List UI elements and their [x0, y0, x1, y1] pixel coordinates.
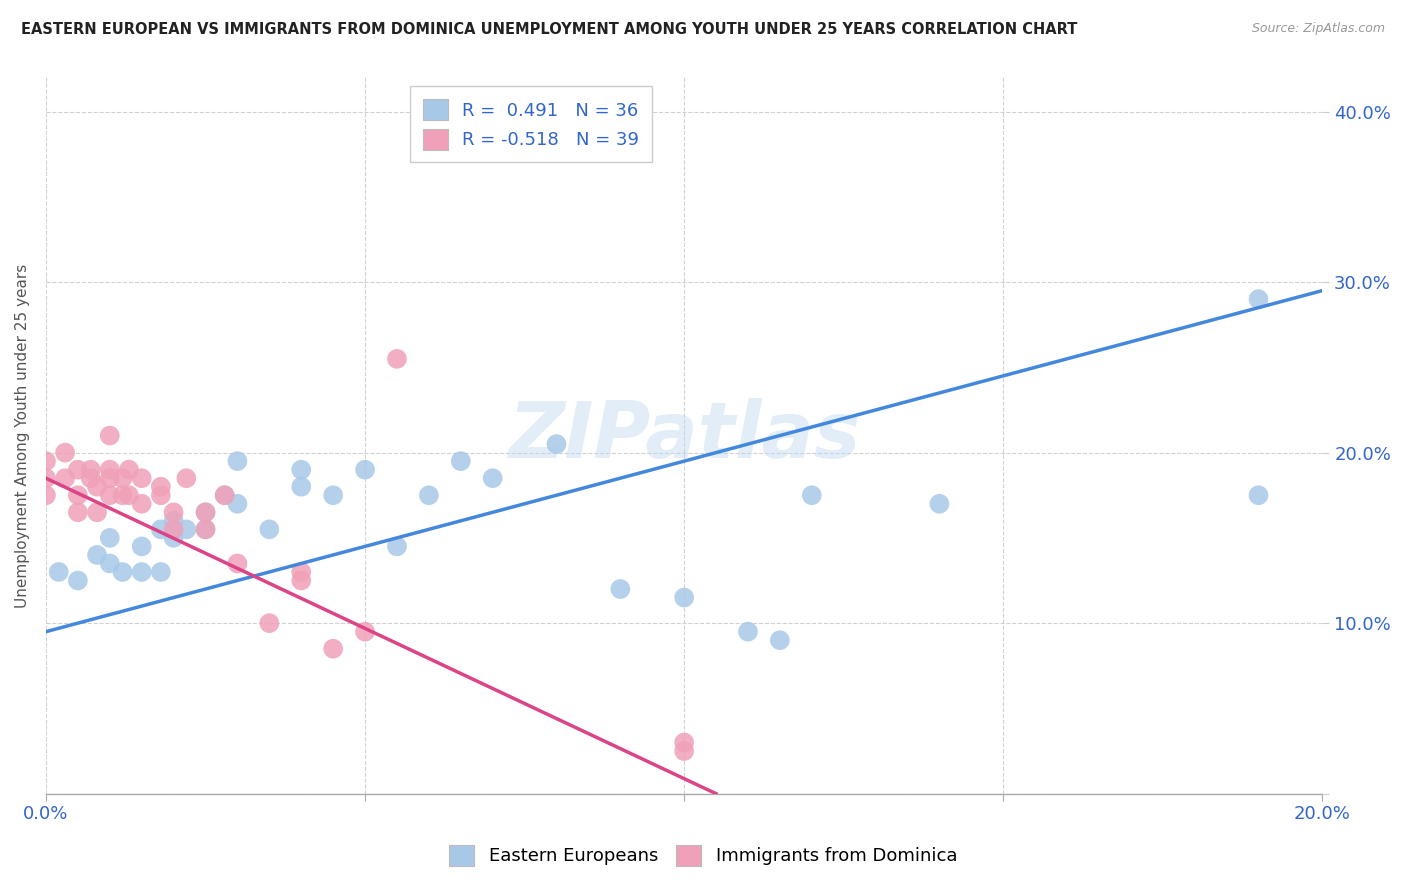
Point — [546, 437, 568, 451]
Point — [1247, 488, 1270, 502]
Legend: Eastern Europeans, Immigrants from Dominica: Eastern Europeans, Immigrants from Domin… — [436, 832, 970, 879]
Point — [66, 463, 89, 477]
Point — [176, 522, 198, 536]
Point — [226, 557, 249, 571]
Point — [354, 624, 377, 639]
Point — [131, 471, 153, 485]
Point — [1247, 292, 1270, 306]
Point — [481, 471, 503, 485]
Point — [149, 480, 172, 494]
Point — [149, 488, 172, 502]
Point — [131, 497, 153, 511]
Point — [53, 445, 76, 459]
Point — [35, 488, 58, 502]
Point — [800, 488, 823, 502]
Point — [226, 497, 249, 511]
Point — [162, 505, 184, 519]
Point — [290, 565, 312, 579]
Point — [118, 488, 141, 502]
Y-axis label: Unemployment Among Youth under 25 years: Unemployment Among Youth under 25 years — [15, 263, 30, 607]
Point — [226, 454, 249, 468]
Point — [79, 463, 101, 477]
Point — [53, 471, 76, 485]
Point — [322, 488, 344, 502]
Point — [66, 488, 89, 502]
Point — [176, 471, 198, 485]
Point — [322, 641, 344, 656]
Point — [418, 488, 440, 502]
Point — [86, 548, 108, 562]
Point — [194, 522, 217, 536]
Point — [162, 522, 184, 536]
Point — [35, 471, 58, 485]
Point — [214, 488, 236, 502]
Point — [149, 522, 172, 536]
Point — [66, 574, 89, 588]
Point — [259, 616, 281, 631]
Point — [98, 463, 121, 477]
Point — [149, 565, 172, 579]
Point — [79, 471, 101, 485]
Point — [769, 633, 792, 648]
Point — [259, 522, 281, 536]
Point — [290, 463, 312, 477]
Point — [450, 454, 472, 468]
Text: Source: ZipAtlas.com: Source: ZipAtlas.com — [1251, 22, 1385, 36]
Point — [194, 505, 217, 519]
Text: ZIPatlas: ZIPatlas — [508, 398, 860, 474]
Point — [111, 471, 134, 485]
Point — [86, 480, 108, 494]
Point — [111, 565, 134, 579]
Point — [673, 591, 696, 605]
Point — [35, 454, 58, 468]
Point — [98, 428, 121, 442]
Point — [131, 565, 153, 579]
Point — [98, 557, 121, 571]
Point — [111, 488, 134, 502]
Point — [162, 514, 184, 528]
Legend: R =  0.491   N = 36, R = -0.518   N = 39: R = 0.491 N = 36, R = -0.518 N = 39 — [411, 87, 652, 162]
Point — [162, 531, 184, 545]
Point — [290, 574, 312, 588]
Point — [290, 480, 312, 494]
Point — [354, 463, 377, 477]
Point — [98, 488, 121, 502]
Point — [66, 505, 89, 519]
Point — [194, 522, 217, 536]
Point — [737, 624, 759, 639]
Point — [385, 351, 408, 366]
Point — [673, 735, 696, 749]
Point — [118, 463, 141, 477]
Point — [385, 540, 408, 554]
Point — [98, 531, 121, 545]
Point — [214, 488, 236, 502]
Point — [98, 471, 121, 485]
Point — [86, 505, 108, 519]
Point — [48, 565, 70, 579]
Point — [673, 744, 696, 758]
Text: EASTERN EUROPEAN VS IMMIGRANTS FROM DOMINICA UNEMPLOYMENT AMONG YOUTH UNDER 25 Y: EASTERN EUROPEAN VS IMMIGRANTS FROM DOMI… — [21, 22, 1077, 37]
Point — [131, 540, 153, 554]
Point — [928, 497, 950, 511]
Point — [609, 582, 631, 596]
Point — [194, 505, 217, 519]
